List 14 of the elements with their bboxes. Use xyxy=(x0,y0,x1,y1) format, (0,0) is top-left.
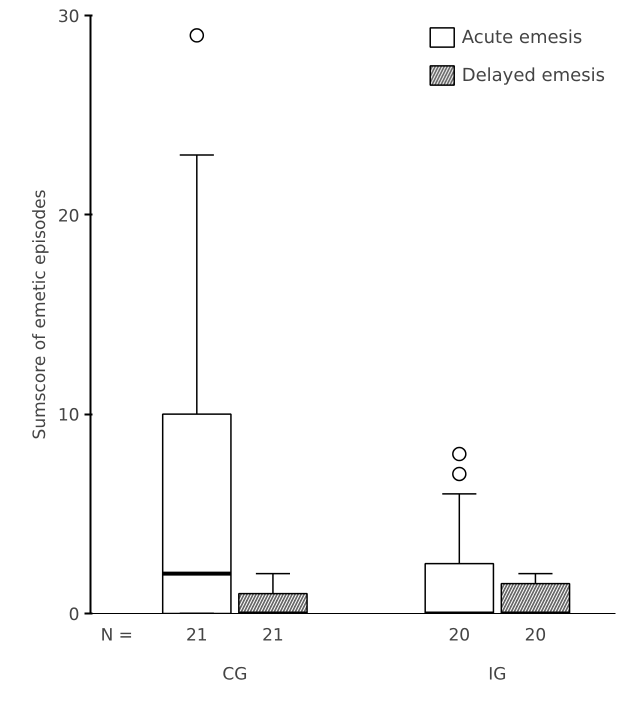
text: 20 xyxy=(524,626,546,646)
text: 21 xyxy=(186,626,208,646)
text: N = xyxy=(100,626,133,646)
y-tick-label: 0 xyxy=(68,605,80,625)
x-tick-label: CG xyxy=(222,664,248,684)
x-tick-label: IG xyxy=(488,664,506,684)
text: 21 xyxy=(262,626,284,646)
y-tick-label: 10 xyxy=(58,406,80,426)
legend-label: Delayed emesis xyxy=(462,64,605,86)
legend-label: Acute emesis xyxy=(462,26,582,48)
y-axis-title: Sumscore of emetic episodes xyxy=(30,189,50,440)
y-tick-label: 30 xyxy=(58,7,80,27)
y-tick-label: 20 xyxy=(58,206,80,226)
text: 20 xyxy=(448,626,470,646)
